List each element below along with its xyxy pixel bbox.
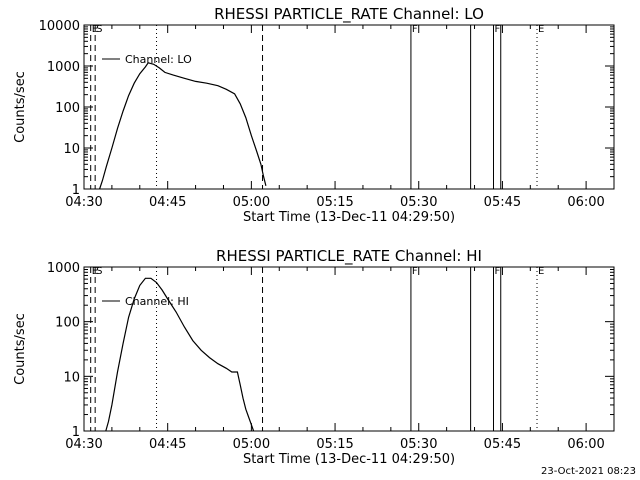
x-tick-label: 04:30	[65, 195, 102, 210]
event-marker-label: F	[494, 24, 500, 35]
y-tick-label: 10	[63, 142, 80, 157]
series-line	[99, 62, 267, 190]
y-tick-label: 1	[72, 183, 80, 198]
chart-title: RHESSI PARTICLE_RATE Channel: HI	[216, 247, 482, 266]
y-axis-label: Counts/sec	[13, 313, 28, 385]
x-tick-label: 06:00	[567, 437, 604, 452]
y-tick-label: 100	[55, 101, 80, 116]
x-tick-label: 04:45	[149, 437, 186, 452]
x-tick-label: 05:00	[233, 195, 270, 210]
y-tick-label: 100	[55, 316, 80, 331]
chart-panel-hi: RHESSI PARTICLE_RATE Channel: HI Counts/s…	[13, 247, 615, 467]
x-axis-label: Start Time (13-Dec-11 04:29:50)	[243, 452, 455, 467]
plot-frame	[83, 24, 615, 190]
y-tick-label: 10	[63, 370, 80, 385]
x-tick-label: 04:30	[65, 437, 102, 452]
x-tick-label: 05:30	[400, 195, 437, 210]
footer-timestamp: 23-Oct-2021 08:23	[541, 466, 636, 477]
x-tick-label: 05:45	[484, 195, 521, 210]
chart-panel-lo: RHESSI PARTICLE_RATE Channel: LO Counts/s…	[13, 5, 615, 225]
series-line	[105, 277, 255, 432]
x-tick-label: 05:30	[400, 437, 437, 452]
legend-label: Channel: LO	[125, 53, 192, 66]
x-tick-label: 05:45	[484, 437, 521, 452]
plot-frame	[83, 266, 615, 432]
event-marker-label: F	[494, 266, 500, 277]
x-tick-label: 05:15	[316, 437, 353, 452]
x-axis-label: Start Time (13-Dec-11 04:29:50)	[243, 210, 455, 225]
x-tick-label: 06:00	[567, 195, 604, 210]
y-axis-label: Counts/sec	[13, 71, 28, 143]
y-tick-label: 1000	[47, 261, 80, 276]
legend-label: Channel: HI	[125, 295, 189, 308]
event-marker-label: S	[96, 266, 102, 277]
x-tick-label: 04:45	[149, 195, 186, 210]
event-marker-label: S	[96, 24, 102, 35]
x-tick-label: 05:15	[316, 195, 353, 210]
chart-title: RHESSI PARTICLE_RATE Channel: LO	[214, 5, 484, 24]
event-marker-label: F	[412, 266, 418, 277]
event-marker-label: E	[538, 24, 544, 35]
event-marker-label: E	[538, 266, 544, 277]
y-tick-label: 1	[72, 425, 80, 440]
x-tick-label: 05:00	[233, 437, 270, 452]
event-marker-label: F	[412, 24, 418, 35]
y-tick-label: 10000	[39, 19, 80, 34]
y-tick-label: 1000	[47, 60, 80, 75]
